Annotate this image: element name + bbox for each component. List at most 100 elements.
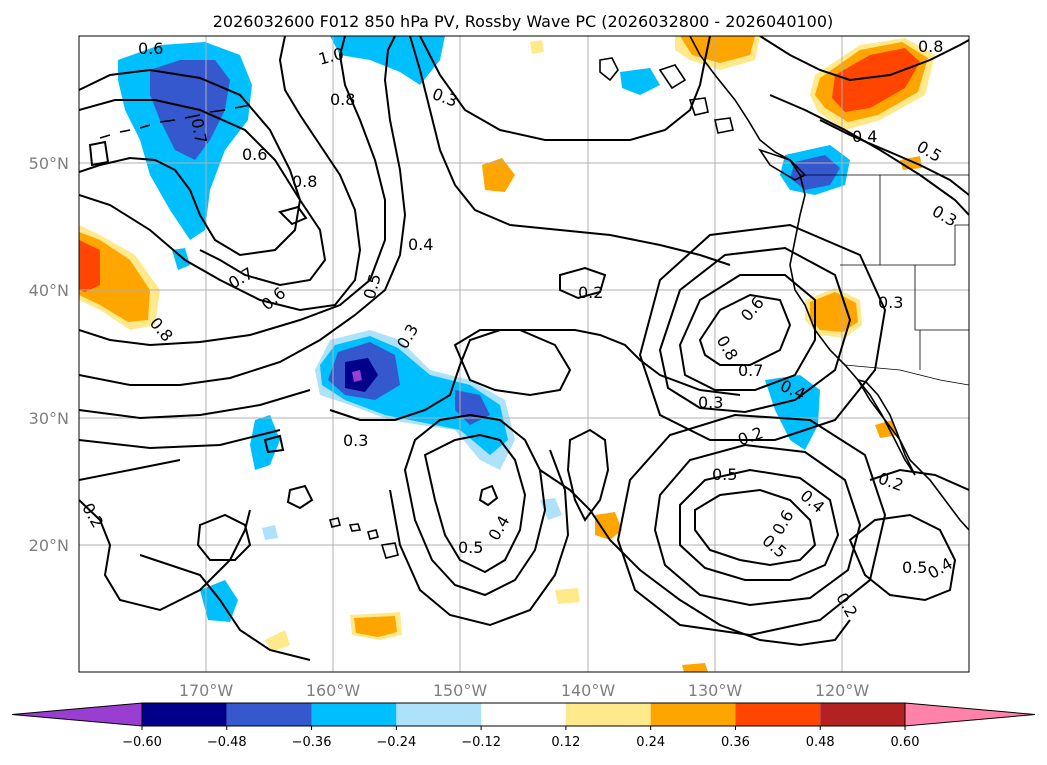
contour-bottom-left-ring [196, 513, 252, 561]
shade-hi9-yellow [530, 40, 544, 54]
figure-title: 2026032600 F012 850 hPa PV, Rossby Wave … [213, 12, 834, 31]
lat-labels: 20°N 30°N 40°N 50°N [29, 154, 69, 555]
contour-label: 0.3 [878, 293, 903, 312]
colorbar-tick-label: 0.12 [551, 735, 580, 750]
lon-labels: 170°W 160°W 150°W 140°W 130°W 120°W [179, 681, 870, 700]
shade-bc-red [832, 48, 920, 112]
lat-tick-label: 50°N [29, 154, 69, 173]
vancouver-island [758, 148, 807, 181]
colorbar-extend-low [11, 702, 143, 727]
colorbar-segment [650, 703, 736, 726]
contour-left-8 [79, 459, 181, 481]
colorbar-segment [396, 703, 482, 726]
lon-tick-label: 120°W [815, 681, 870, 700]
lon-tick-label: 160°W [306, 681, 361, 700]
contour-label: 0.3 [698, 393, 723, 412]
shade-baja-outer [765, 375, 820, 450]
shade-dateline-red [79, 240, 100, 292]
colorbar-tick-label: −0.12 [461, 735, 501, 750]
contour-label: 0.8 [330, 90, 355, 109]
us-mexico-border [844, 364, 969, 386]
contour-upper-left-2 [79, 99, 327, 287]
colorbar-segment [481, 703, 566, 726]
shade-ca-orange [810, 292, 858, 332]
map-frame [78, 35, 970, 673]
lat-tick-label: 40°N [29, 281, 69, 300]
contour-label: 0.2 [578, 283, 603, 302]
pv-contours [79, 36, 969, 661]
shade-hi2-orange [595, 512, 622, 540]
shade-hi4-yellow [265, 630, 290, 652]
contour-label: 0.5 [458, 538, 483, 557]
contour-ring-ll [286, 484, 314, 510]
pv-shading [79, 36, 935, 672]
alaska-islands [599, 57, 734, 134]
state-lines [840, 175, 969, 370]
contour-upper-left-3 [79, 36, 362, 312]
contour-upper-left-1 [79, 68, 302, 257]
colorbar-tick-label: −0.48 [207, 735, 247, 750]
contour-east-low-1 [694, 488, 817, 567]
colorbar-segment [820, 703, 905, 726]
contour-trough-south-3 [389, 449, 570, 627]
colorbar-tick-label: −0.36 [292, 735, 332, 750]
lat-tick-label: 30°N [29, 409, 69, 428]
contour-right-upper [819, 119, 969, 196]
contour-left-7 [79, 429, 281, 450]
contour-mid-lower [566, 428, 610, 522]
contour-east-ridge-2 [678, 274, 816, 391]
contour-ring-center-small [559, 266, 607, 300]
contour-center-trough-2 [419, 36, 711, 141]
contour-trough-south-2 [403, 413, 547, 597]
contour-label: 0.3 [343, 431, 368, 450]
contour-mid-loop [453, 329, 572, 397]
shade-central-navy [345, 358, 378, 392]
map-panel: 0.6 1.0 0.8 0.3 0.7 0.6 0.8 0.4 0.5 0.7 … [78, 35, 970, 673]
colorbar-tick-label: −0.24 [376, 735, 416, 750]
colorbar-tick-label: 0.36 [721, 735, 750, 750]
contour-lower-center [539, 469, 851, 647]
shade-top-orange [680, 36, 755, 63]
shade-light-small [262, 525, 278, 540]
contour-right-edge [869, 468, 969, 491]
shade-baja-light [540, 498, 562, 520]
shade-central-core [352, 370, 362, 382]
lon-tick-label: 150°W [433, 681, 488, 700]
contour-ring-ul [278, 205, 308, 226]
shade-gulf-alaska-inner [150, 60, 230, 160]
colorbar-segment [142, 703, 227, 726]
contour-east-ridge-3 [658, 246, 852, 414]
coastlines [99, 36, 969, 559]
contour-lower-left [139, 554, 311, 661]
colorbar-segment [311, 703, 397, 726]
contour-left-6 [79, 389, 311, 420]
contour-right-upper-2 [769, 94, 969, 216]
shade-hi3-orange [354, 616, 397, 637]
lat-tick-label: 20°N [29, 536, 69, 555]
hawaii-islands [329, 517, 399, 559]
contour-ring-ul2 [88, 140, 110, 167]
contour-ring-l [263, 434, 285, 454]
contour-top-right [759, 36, 969, 82]
contour-left-9 [79, 499, 251, 612]
lon-tick-label: 170°W [179, 681, 234, 700]
lon-tick-label: 130°W [688, 681, 743, 700]
contour-label: 0.6 [242, 145, 267, 164]
colorbar-tick-label: 0.48 [806, 735, 835, 750]
aleutians [99, 104, 251, 139]
contour-small-ring [478, 484, 499, 507]
colorbar-outline [141, 702, 906, 727]
shade-hi6-orange [682, 663, 708, 672]
shade-hi-orange [482, 158, 515, 192]
contour-trough-south [423, 433, 527, 574]
lon-tick-label: 140°W [561, 681, 616, 700]
contour-label: 0.5 [712, 465, 737, 484]
contour-lower-right [848, 513, 957, 602]
baja-peninsula [855, 378, 916, 476]
contour-label: 0.8 [918, 37, 943, 56]
contour-label: 0.7 [187, 117, 210, 145]
contour-left-5 [79, 36, 407, 386]
contour-label: 0.5 [902, 558, 927, 577]
colorbar-segment [735, 703, 821, 726]
